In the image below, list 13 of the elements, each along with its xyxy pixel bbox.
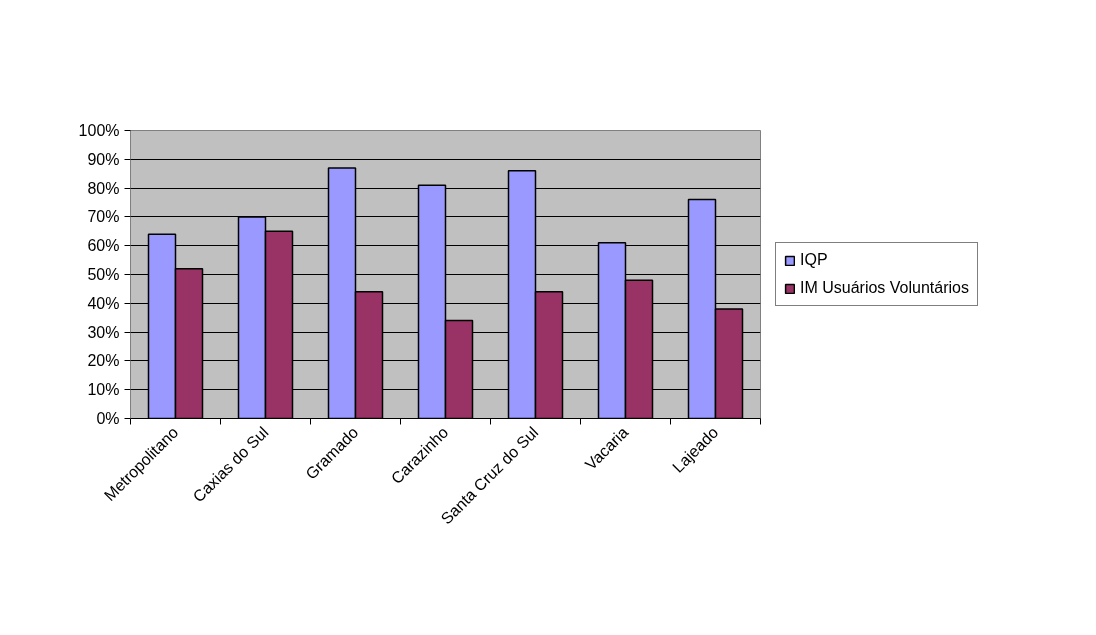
y-tick-label: 80%	[87, 179, 120, 197]
y-tick-label: 40%	[87, 294, 120, 312]
y-tick-label: 10%	[87, 381, 120, 399]
y-tick-label: 60%	[87, 237, 120, 255]
y-tick-label: 20%	[87, 352, 120, 370]
y-tick-label: 30%	[87, 323, 120, 341]
legend-label: IQP	[800, 251, 828, 269]
y-tick-label: 0%	[96, 410, 120, 427]
y-tick-label: 70%	[87, 208, 120, 226]
y-tick-label: 100%	[78, 122, 120, 139]
legend-label: IM Usuários Voluntários	[800, 279, 969, 297]
y-tick-label: 50%	[87, 266, 120, 283]
y-tick-label: 90%	[87, 150, 120, 168]
